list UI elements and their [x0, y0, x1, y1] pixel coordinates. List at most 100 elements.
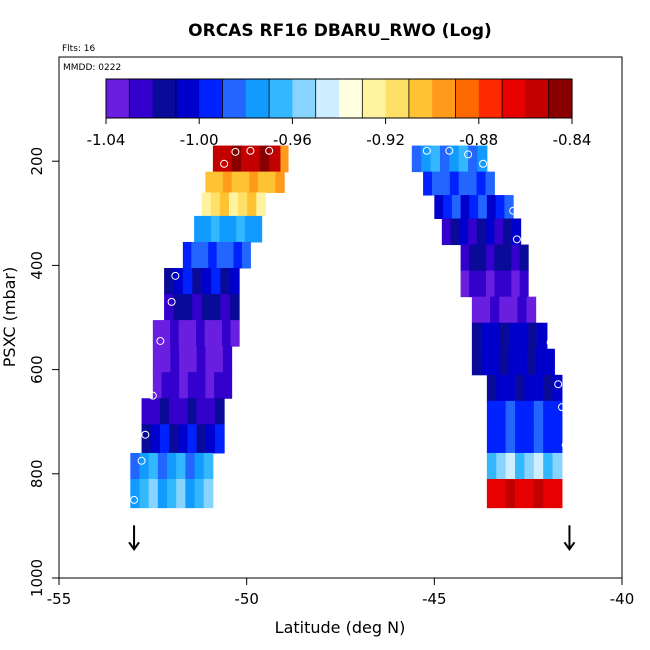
heatmap-cell [496, 452, 507, 480]
observation-point [512, 235, 521, 244]
heatmap-cell [161, 320, 171, 347]
colorbar-swatch [199, 79, 224, 118]
heatmap-cell [537, 322, 548, 350]
colorbar-swatch [362, 79, 387, 118]
heatmap-cell [169, 424, 179, 454]
heatmap-cell [202, 215, 212, 243]
arrow-head [128, 541, 140, 552]
heatmap-cell [130, 479, 140, 509]
heatmap-cell [187, 398, 198, 425]
heatmap-cell [238, 192, 248, 217]
heatmap-cell [431, 171, 442, 196]
colorbar-swatch [152, 79, 177, 118]
heatmap-cell [253, 215, 263, 243]
observation-point [156, 336, 165, 345]
colorbar-tick-label: -0.92 [366, 131, 405, 149]
heatmap-cell [480, 296, 491, 324]
y-axis-tick-label: 200 [28, 147, 46, 176]
heatmap-cell [502, 270, 512, 298]
heatmap-cell [524, 400, 535, 428]
heatmap-cell [173, 294, 184, 321]
heatmap-cell [222, 171, 233, 193]
heatmap-cell [505, 452, 516, 480]
heatmap-cell [178, 424, 188, 454]
heatmap-cell [495, 195, 505, 220]
heatmap-cell [150, 424, 161, 454]
heatmap-cell [159, 424, 170, 454]
heatmap-cell [477, 270, 487, 298]
heatmap-cell [152, 346, 163, 373]
observation-point [557, 403, 566, 412]
observation-point [479, 159, 488, 168]
heatmap-cell [230, 320, 240, 347]
heatmap-cell [179, 346, 189, 373]
observation-point [554, 380, 563, 389]
heatmap-cell [533, 426, 544, 454]
heatmap-cell [477, 244, 487, 272]
heatmap-cell [139, 479, 150, 509]
colorbar-swatch [408, 79, 433, 118]
colorbar-tick-label: -0.96 [273, 131, 312, 149]
heatmap-cell [187, 346, 198, 373]
heatmap-cell [494, 270, 504, 298]
heatmap-cell [485, 171, 495, 196]
heatmap-cell [411, 145, 422, 173]
heatmap-cell [430, 145, 441, 173]
heatmap-cell [211, 294, 221, 321]
colorbar-swatch [339, 79, 363, 118]
heatmap-cell [157, 452, 168, 480]
heatmap-cell [182, 241, 192, 269]
heatmap-cell [192, 268, 203, 295]
heatmap-cell [443, 195, 453, 220]
heatmap-cell [458, 171, 469, 196]
colorbar-swatch [292, 79, 317, 118]
heatmap-cell [511, 218, 522, 246]
heatmap-cell [543, 400, 554, 428]
heatmap-cell [481, 322, 492, 350]
heatmap-cell [543, 374, 554, 402]
heatmap-cell [222, 145, 233, 173]
heatmap-cell [164, 268, 174, 295]
heatmap-cell [150, 398, 161, 425]
heatmap-cell [178, 398, 188, 425]
heatmap-cell [250, 145, 261, 173]
heatmap-cell [476, 171, 486, 196]
heatmap-cell [494, 218, 504, 246]
heatmap-cell [499, 348, 510, 376]
heatmap-cell [201, 268, 212, 295]
observation-point [422, 146, 431, 155]
heatmap-cell [229, 294, 240, 321]
heatmap-cell [259, 145, 270, 173]
heatmap-cell [481, 348, 491, 376]
heatmap-cell [440, 171, 451, 196]
heatmap-cell [486, 479, 497, 509]
heatmap-cell [485, 218, 495, 246]
heatmap-cell [451, 195, 462, 220]
heatmap-cell [505, 426, 516, 454]
x-axis-tick-label: -45 [422, 590, 447, 608]
heatmap-cell [229, 268, 240, 295]
heatmap-cell [505, 374, 516, 402]
heatmap-cell [170, 320, 180, 347]
observation-point [167, 297, 176, 306]
heatmap-cell [187, 372, 198, 399]
observation-point [246, 146, 255, 155]
heatmap-cell [519, 244, 529, 272]
heatmap-cell [502, 244, 512, 272]
heatmap-cell [266, 171, 276, 193]
heatmap-cell [212, 145, 223, 173]
heatmap-cell [458, 145, 469, 173]
colorbar-swatch [269, 79, 293, 118]
heatmap-cell [231, 171, 241, 193]
heatmap-cell [494, 244, 504, 272]
heatmap-cell [222, 346, 233, 373]
heatmap-cell [199, 241, 209, 269]
heatmap-cell [164, 294, 174, 321]
heatmap-cell [195, 320, 206, 347]
heatmap-cell [543, 479, 554, 509]
x-axis-tick-label: -50 [234, 590, 259, 608]
heatmap-cell [524, 374, 535, 402]
heatmap-cell [533, 400, 544, 428]
heatmap-cell [476, 218, 487, 246]
heatmap-cell [194, 479, 205, 509]
